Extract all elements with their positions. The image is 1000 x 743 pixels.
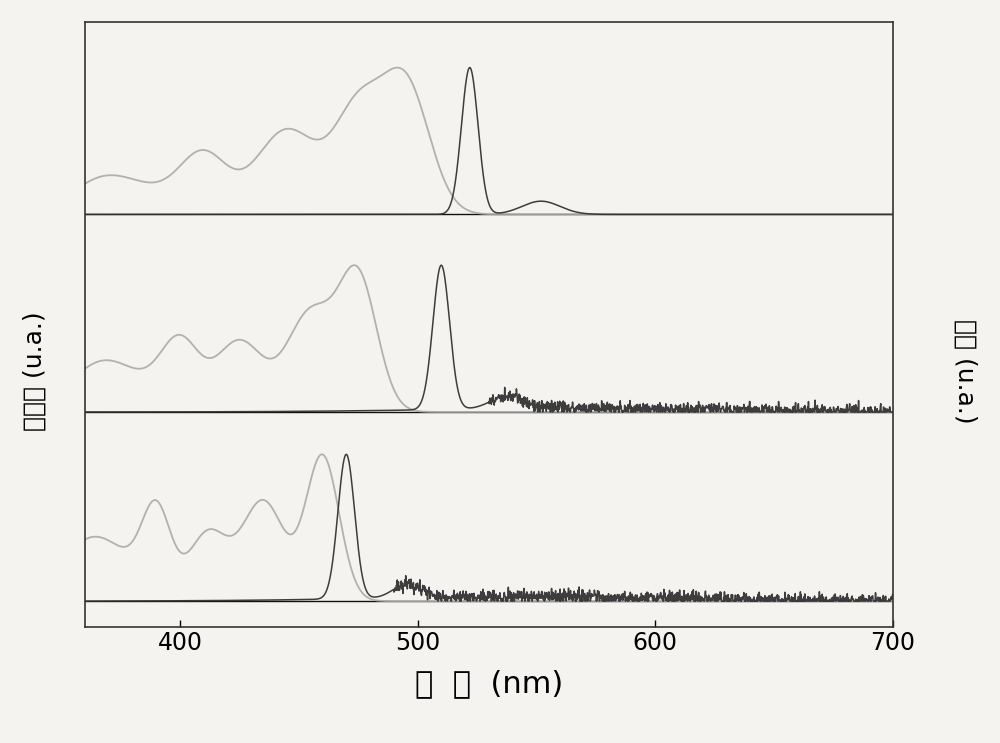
X-axis label: 波  长  (nm): 波 长 (nm)	[415, 669, 563, 698]
Text: 荧光 (u.a.): 荧光 (u.a.)	[953, 319, 977, 424]
Text: 吸光率 (u.a.): 吸光率 (u.a.)	[23, 311, 47, 432]
